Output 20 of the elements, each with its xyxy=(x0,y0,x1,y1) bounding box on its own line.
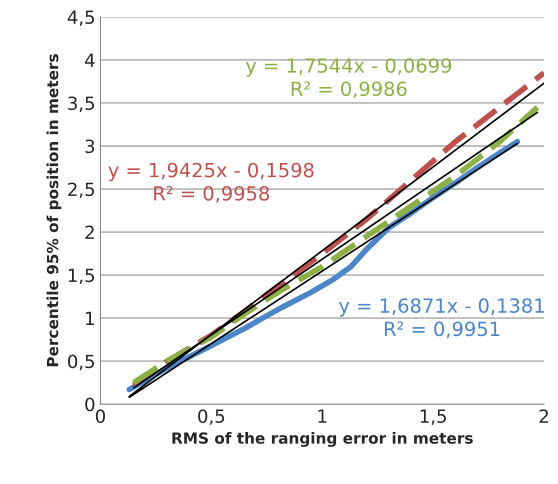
x-axis-title: RMS of the ranging error in meters xyxy=(172,432,473,447)
annotation: y = 1,7544x - 0,0699 R² = 0,9986 xyxy=(246,58,452,98)
annotation: y = 1,6871x - 0,1381 R² = 0,9951 xyxy=(339,298,544,338)
y-tick-label: 2,5 xyxy=(68,182,94,198)
y-tick-label: 4,5 xyxy=(68,10,94,26)
y-tick-label: 1,5 xyxy=(68,268,94,284)
y-tick-label: 3 xyxy=(85,139,94,154)
y-axis-title: Percentile 95% of position in meters xyxy=(46,54,62,366)
annotation: y = 1,9425x - 0,1598 R² = 0,9958 xyxy=(108,162,314,203)
x-tick-label: 1,5 xyxy=(420,410,446,425)
x-tick-label: 0 xyxy=(96,409,105,423)
y-tick-label: 4 xyxy=(84,54,95,67)
y-tick-label: 0,5 xyxy=(68,354,94,370)
y-tick-label: 1 xyxy=(86,312,94,325)
x-tick-label: 1 xyxy=(318,410,326,423)
x-tick-label: 0,5 xyxy=(198,409,224,425)
y-tick-label: 0 xyxy=(85,398,94,412)
y-tick-label: 2 xyxy=(85,226,94,239)
y-tick-label: 3,5 xyxy=(68,96,94,112)
x-tick-label: 2 xyxy=(540,409,548,423)
